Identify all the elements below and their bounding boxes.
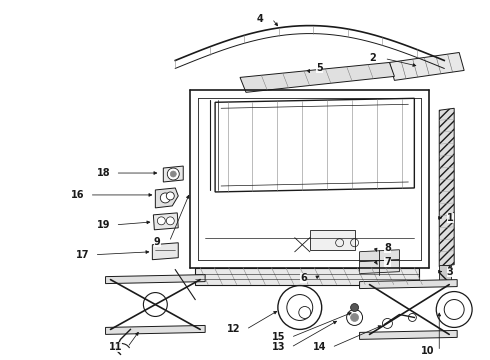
Text: 1: 1 (447, 213, 454, 223)
Circle shape (346, 310, 363, 325)
Circle shape (278, 285, 322, 329)
Polygon shape (439, 265, 451, 285)
Polygon shape (240, 62, 394, 92)
Circle shape (171, 171, 176, 177)
Text: 17: 17 (76, 250, 89, 260)
Text: 14: 14 (313, 342, 326, 352)
Polygon shape (195, 268, 419, 285)
Text: 8: 8 (384, 243, 391, 253)
Circle shape (436, 292, 472, 328)
Circle shape (166, 192, 174, 200)
Polygon shape (360, 250, 399, 262)
Polygon shape (105, 275, 205, 284)
Text: 2: 2 (369, 54, 376, 63)
Polygon shape (153, 213, 178, 230)
Text: 11: 11 (109, 342, 122, 352)
Circle shape (350, 314, 359, 321)
Polygon shape (215, 98, 415, 192)
Polygon shape (105, 325, 205, 334)
Polygon shape (439, 108, 454, 267)
Circle shape (408, 314, 416, 321)
Polygon shape (360, 330, 457, 339)
Text: 4: 4 (257, 14, 263, 24)
Text: 5: 5 (317, 63, 323, 73)
Circle shape (350, 303, 359, 311)
Text: 15: 15 (272, 332, 286, 342)
Text: 10: 10 (420, 346, 434, 356)
Circle shape (444, 300, 464, 319)
Text: 12: 12 (227, 324, 241, 334)
Circle shape (144, 293, 167, 316)
Text: 13: 13 (272, 342, 286, 352)
Text: 9: 9 (154, 237, 161, 247)
Circle shape (299, 306, 311, 319)
Text: 16: 16 (71, 190, 84, 200)
Text: 3: 3 (447, 267, 454, 276)
Polygon shape (155, 188, 178, 208)
Circle shape (383, 319, 392, 328)
Text: 19: 19 (97, 220, 110, 230)
Polygon shape (310, 230, 355, 250)
Circle shape (287, 294, 313, 320)
Polygon shape (152, 243, 178, 260)
Polygon shape (360, 260, 399, 274)
Circle shape (166, 217, 174, 225)
Text: 18: 18 (97, 168, 110, 178)
Circle shape (167, 168, 179, 180)
Polygon shape (163, 166, 183, 182)
Circle shape (160, 193, 171, 203)
Polygon shape (360, 280, 457, 289)
Circle shape (157, 217, 165, 225)
Text: 6: 6 (300, 273, 307, 283)
Polygon shape (390, 53, 464, 80)
Text: 7: 7 (384, 257, 391, 267)
